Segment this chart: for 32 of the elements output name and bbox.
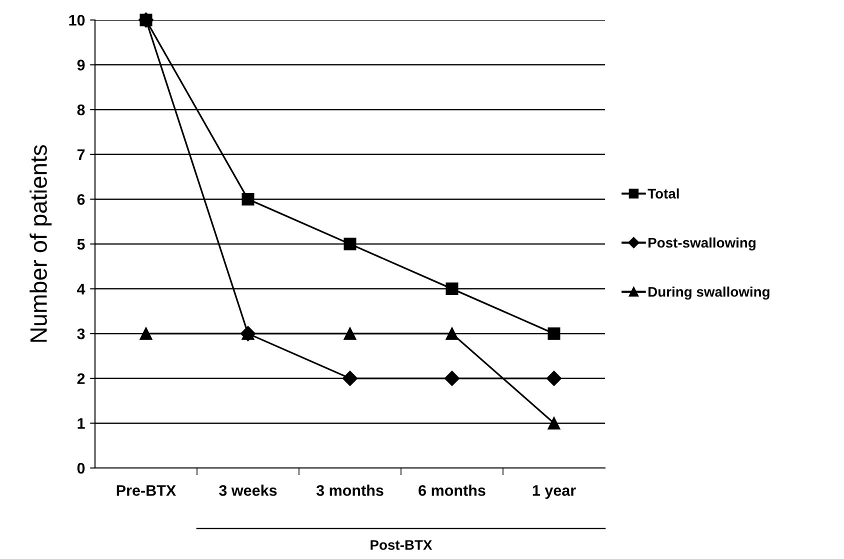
y-tick-label: 10 bbox=[69, 14, 85, 26]
x-tick-label: 6 months bbox=[418, 484, 486, 496]
y-tick-label: 4 bbox=[77, 284, 86, 294]
x-tick-label: 1 year bbox=[532, 485, 576, 499]
y-tick-label: 2 bbox=[77, 373, 85, 384]
point bbox=[344, 238, 356, 250]
point bbox=[242, 192, 254, 206]
point bbox=[548, 327, 560, 340]
point bbox=[444, 370, 460, 386]
y-tick-label: 7 bbox=[77, 149, 85, 160]
y-axis-title: Number of patients bbox=[30, 145, 52, 342]
y-tick-label: 0 bbox=[77, 462, 85, 474]
point bbox=[548, 416, 560, 430]
x-tick-label: 3 months bbox=[316, 484, 384, 496]
point bbox=[546, 370, 562, 386]
legend-label: Post-swallowing bbox=[648, 237, 756, 250]
y-tick-label: 6 bbox=[77, 194, 85, 205]
legend-label: Total bbox=[648, 188, 679, 199]
x-tick-label: 3 weeks bbox=[219, 484, 277, 496]
x-tick-label: Pre-BTX bbox=[116, 485, 176, 496]
y-tick-label: 1 bbox=[78, 418, 85, 429]
point bbox=[342, 370, 358, 386]
point bbox=[446, 282, 458, 296]
y-tick-label: 3 bbox=[77, 328, 85, 340]
y-tick-label: 5 bbox=[77, 239, 85, 250]
y-tick-label: 9 bbox=[77, 60, 85, 70]
point bbox=[344, 327, 356, 340]
point bbox=[446, 327, 458, 340]
legend-label: During swallowing bbox=[648, 286, 770, 300]
text: Post-BTX bbox=[370, 540, 432, 550]
y-tick-label: 8 bbox=[77, 104, 85, 116]
point bbox=[140, 327, 152, 340]
